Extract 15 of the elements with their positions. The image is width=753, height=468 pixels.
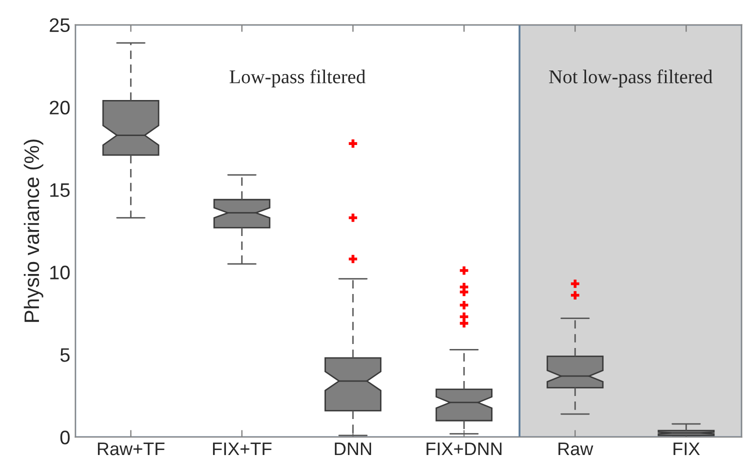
x-tick-label: FIX+DNN (426, 442, 502, 456)
band-label: Low-pass filtered (230, 69, 366, 88)
y-tick-label: 20 (50, 100, 70, 115)
x-tick-label: Raw+TF (98, 442, 164, 456)
y-axis-title: Physio variance (%) (24, 140, 44, 322)
x-tick-label: FIX (674, 442, 700, 456)
y-tick-label: 0 (60, 430, 70, 444)
y-tick-label: 25 (50, 18, 70, 32)
x-tick-label: FIX+TF (213, 442, 272, 456)
x-tick-label: Raw (558, 442, 594, 456)
band-label: Not low-pass filtered (549, 69, 712, 88)
y-tick-label: 5 (60, 348, 70, 362)
x-tick-label: DNN (334, 442, 372, 456)
y-tick-label: 15 (50, 183, 70, 197)
y-tick-label: 10 (50, 266, 70, 280)
